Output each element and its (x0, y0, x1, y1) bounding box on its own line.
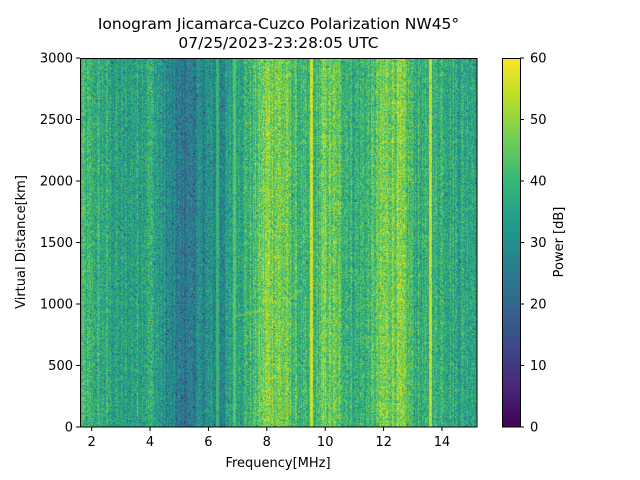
colorbar-tick-label: 0 (530, 421, 538, 436)
chart-title-line-1: Ionogram Jicamarca-Cuzco Polarization NW… (97, 15, 460, 33)
colorbar-label: Power [dB] (552, 207, 567, 278)
colorbar-tick-label: 20 (530, 298, 547, 313)
x-tick-label: 4 (146, 435, 154, 450)
x-tick-label: 2 (88, 435, 96, 450)
y-tick-label: 1500 (40, 236, 73, 251)
x-tick-label: 10 (317, 435, 334, 450)
y-axis-label: Virtual Distance[km] (14, 175, 29, 309)
y-tick-label: 2000 (40, 175, 73, 190)
y-axis-ticks: 0 500 1000 1500 2000 2500 3000 (40, 52, 80, 436)
x-tick-label: 6 (204, 435, 212, 450)
colorbar-tick-label: 10 (530, 359, 547, 374)
colorbar-ticks: 0 10 20 30 40 50 60 (520, 52, 547, 436)
x-tick-label: 12 (375, 435, 392, 450)
x-axis-ticks: 2 4 6 8 10 12 14 (88, 427, 451, 450)
y-tick-label: 0 (65, 421, 73, 436)
ionogram-heatmap-area (80, 58, 477, 427)
colorbar-tick-label: 30 (530, 236, 547, 251)
colorbar-tick-label: 40 (530, 175, 547, 190)
x-axis-label: Frequency[MHz] (225, 456, 330, 471)
colorbar-tick-label: 50 (530, 113, 547, 128)
y-tick-label: 500 (48, 359, 73, 374)
y-tick-label: 3000 (40, 52, 73, 67)
ionogram-heatmap (80, 58, 477, 427)
colorbar-area (502, 58, 520, 427)
colorbar-tick-label: 60 (530, 52, 547, 67)
y-tick-label: 2500 (40, 113, 73, 128)
colorbar-gradient (502, 58, 520, 427)
y-tick-label: 1000 (40, 298, 73, 313)
x-tick-label: 14 (434, 435, 451, 450)
x-tick-label: 8 (263, 435, 271, 450)
chart-title-line-2: 07/25/2023-23:28:05 UTC (178, 34, 379, 52)
